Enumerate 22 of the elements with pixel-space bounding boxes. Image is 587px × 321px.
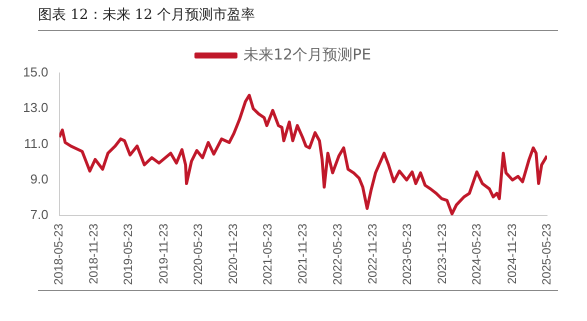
chart-title: 图表 12：未来 12 个月预测市盈率: [38, 6, 558, 31]
x-tick-label: 2021-05-23: [260, 223, 275, 286]
x-tick-label: 2019-05-23: [121, 223, 136, 286]
x-tick-label: 2019-11-23: [156, 223, 170, 284]
x-tick-label: 2018-11-23: [86, 223, 101, 284]
x-tick-label: 2020-05-23: [191, 223, 206, 286]
x-tick-label: 2024-11-23: [504, 223, 519, 284]
y-tick-label: 11.0: [24, 136, 48, 151]
legend-label: 未来12个月预测PE: [243, 45, 372, 64]
x-tick-label: 2022-05-23: [330, 223, 344, 286]
x-tick-label: 2018-05-23: [52, 223, 66, 286]
x-tick-label: 2023-05-23: [400, 223, 414, 286]
x-tick-label: 2025-05-23: [539, 223, 554, 286]
x-tick-label: 2023-11-23: [434, 223, 449, 284]
x-tick-label: 2024-05-23: [470, 223, 484, 286]
y-tick-label: 15.0: [22, 64, 48, 80]
x-tick-label: 2021-11-23: [296, 223, 310, 284]
x-tick-label: 2020-11-23: [226, 223, 240, 284]
y-tick-label: 7.0: [30, 207, 48, 222]
y-tick-label: 13.0: [22, 100, 48, 116]
x-tick-label: 2022-11-23: [365, 223, 380, 284]
y-tick-label: 9.0: [30, 172, 48, 187]
